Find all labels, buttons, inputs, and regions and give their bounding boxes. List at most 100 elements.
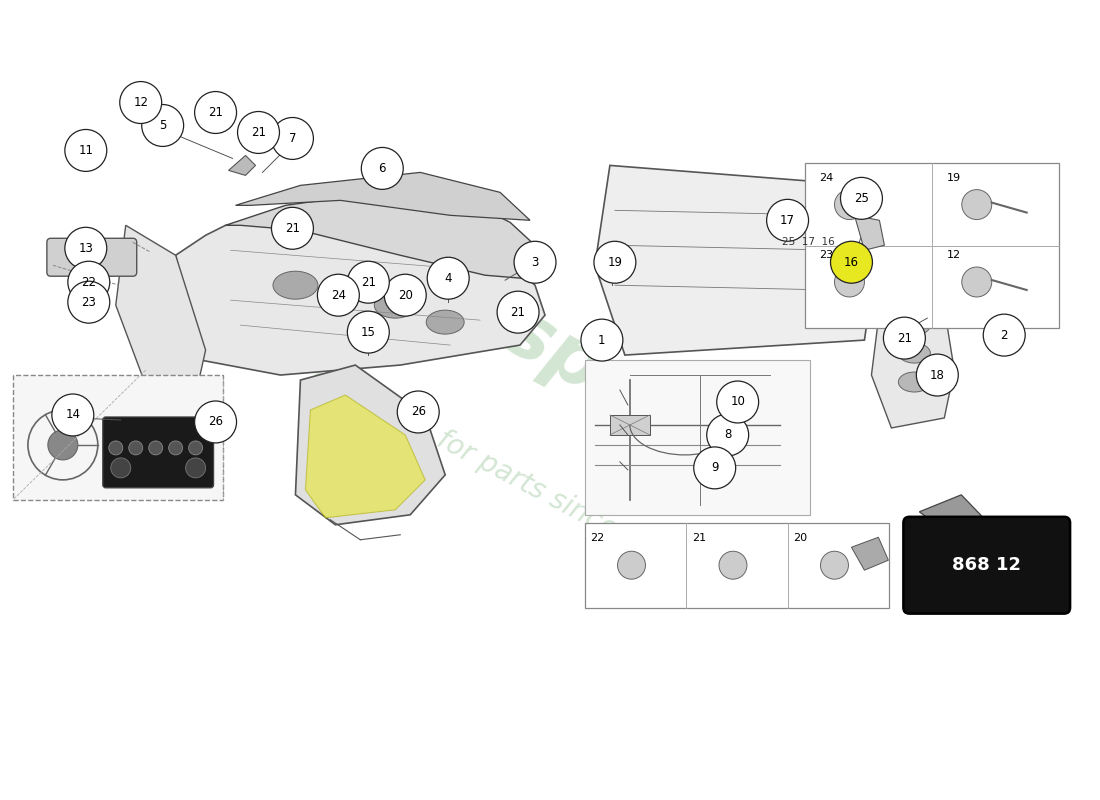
Ellipse shape (374, 292, 416, 318)
Circle shape (120, 82, 162, 123)
Text: 16: 16 (844, 256, 859, 269)
Circle shape (883, 317, 925, 359)
Text: 6: 6 (378, 162, 386, 175)
Circle shape (65, 227, 107, 270)
Circle shape (65, 130, 107, 171)
Polygon shape (595, 166, 874, 355)
Text: 11: 11 (78, 144, 94, 157)
Circle shape (361, 147, 404, 190)
Text: 26: 26 (410, 406, 426, 418)
Circle shape (384, 274, 426, 316)
Ellipse shape (426, 310, 464, 334)
Ellipse shape (899, 372, 931, 392)
Circle shape (68, 262, 110, 303)
Circle shape (186, 458, 206, 478)
Ellipse shape (899, 343, 931, 363)
Text: 1: 1 (598, 334, 606, 346)
Text: 21: 21 (896, 332, 912, 345)
Circle shape (272, 118, 313, 159)
Text: 7: 7 (288, 132, 296, 145)
Circle shape (916, 354, 958, 396)
Circle shape (983, 314, 1025, 356)
Circle shape (767, 199, 808, 242)
Text: 21: 21 (510, 306, 526, 318)
Text: 21: 21 (208, 106, 223, 119)
Circle shape (717, 381, 759, 423)
FancyBboxPatch shape (804, 163, 1059, 328)
Text: 19: 19 (947, 173, 961, 182)
Circle shape (514, 242, 556, 283)
Circle shape (719, 551, 747, 579)
Polygon shape (176, 215, 544, 375)
Circle shape (348, 311, 389, 353)
Text: 24: 24 (331, 289, 345, 302)
Text: eurospares: eurospares (319, 204, 781, 496)
Circle shape (840, 178, 882, 219)
Circle shape (581, 319, 623, 361)
Circle shape (961, 267, 992, 297)
Polygon shape (235, 172, 530, 220)
Circle shape (238, 111, 279, 154)
Text: a passion for parts since 1985: a passion for parts since 1985 (308, 359, 692, 581)
Text: 5: 5 (160, 119, 166, 132)
Text: 20: 20 (398, 289, 412, 302)
Polygon shape (306, 395, 426, 518)
Circle shape (142, 105, 184, 146)
Polygon shape (609, 415, 650, 435)
Circle shape (497, 291, 539, 333)
Ellipse shape (273, 271, 318, 299)
FancyBboxPatch shape (13, 375, 222, 500)
Polygon shape (229, 155, 255, 175)
FancyBboxPatch shape (47, 238, 136, 276)
Polygon shape (855, 215, 884, 250)
Text: 3: 3 (531, 256, 539, 269)
Circle shape (48, 430, 78, 460)
FancyBboxPatch shape (102, 417, 213, 488)
Text: 868 12: 868 12 (953, 556, 1021, 574)
Circle shape (835, 267, 865, 297)
Circle shape (168, 441, 183, 455)
Ellipse shape (323, 276, 367, 304)
Text: 22: 22 (591, 534, 605, 543)
FancyBboxPatch shape (585, 360, 810, 515)
Text: 25: 25 (854, 192, 869, 205)
Circle shape (830, 242, 872, 283)
Circle shape (397, 391, 439, 433)
Circle shape (129, 441, 143, 455)
Text: 21: 21 (285, 222, 300, 234)
Text: 14: 14 (65, 409, 80, 422)
Circle shape (195, 401, 236, 443)
Text: 20: 20 (793, 534, 807, 543)
Text: 9: 9 (711, 462, 718, 474)
Circle shape (52, 394, 94, 436)
Circle shape (109, 441, 123, 455)
Circle shape (427, 258, 469, 299)
Circle shape (617, 551, 646, 579)
Circle shape (111, 458, 131, 478)
Polygon shape (296, 365, 446, 525)
Circle shape (348, 262, 389, 303)
Circle shape (188, 441, 202, 455)
FancyBboxPatch shape (903, 517, 1070, 614)
Text: 2: 2 (1001, 329, 1008, 342)
Circle shape (68, 282, 110, 323)
Text: 26: 26 (208, 415, 223, 429)
Text: 12: 12 (947, 250, 961, 260)
Text: 12: 12 (133, 96, 148, 109)
Polygon shape (851, 538, 889, 570)
Circle shape (821, 551, 848, 579)
Text: 10: 10 (730, 395, 745, 409)
Circle shape (594, 242, 636, 283)
FancyBboxPatch shape (585, 522, 890, 608)
Circle shape (148, 441, 163, 455)
Circle shape (835, 190, 865, 219)
Text: 23: 23 (820, 250, 834, 260)
Text: 21: 21 (692, 534, 706, 543)
Circle shape (961, 190, 992, 219)
Circle shape (706, 414, 749, 456)
Circle shape (694, 447, 736, 489)
Text: 23: 23 (81, 296, 96, 309)
Text: 17: 17 (780, 214, 795, 227)
Ellipse shape (899, 315, 931, 335)
Text: 13: 13 (78, 242, 94, 254)
